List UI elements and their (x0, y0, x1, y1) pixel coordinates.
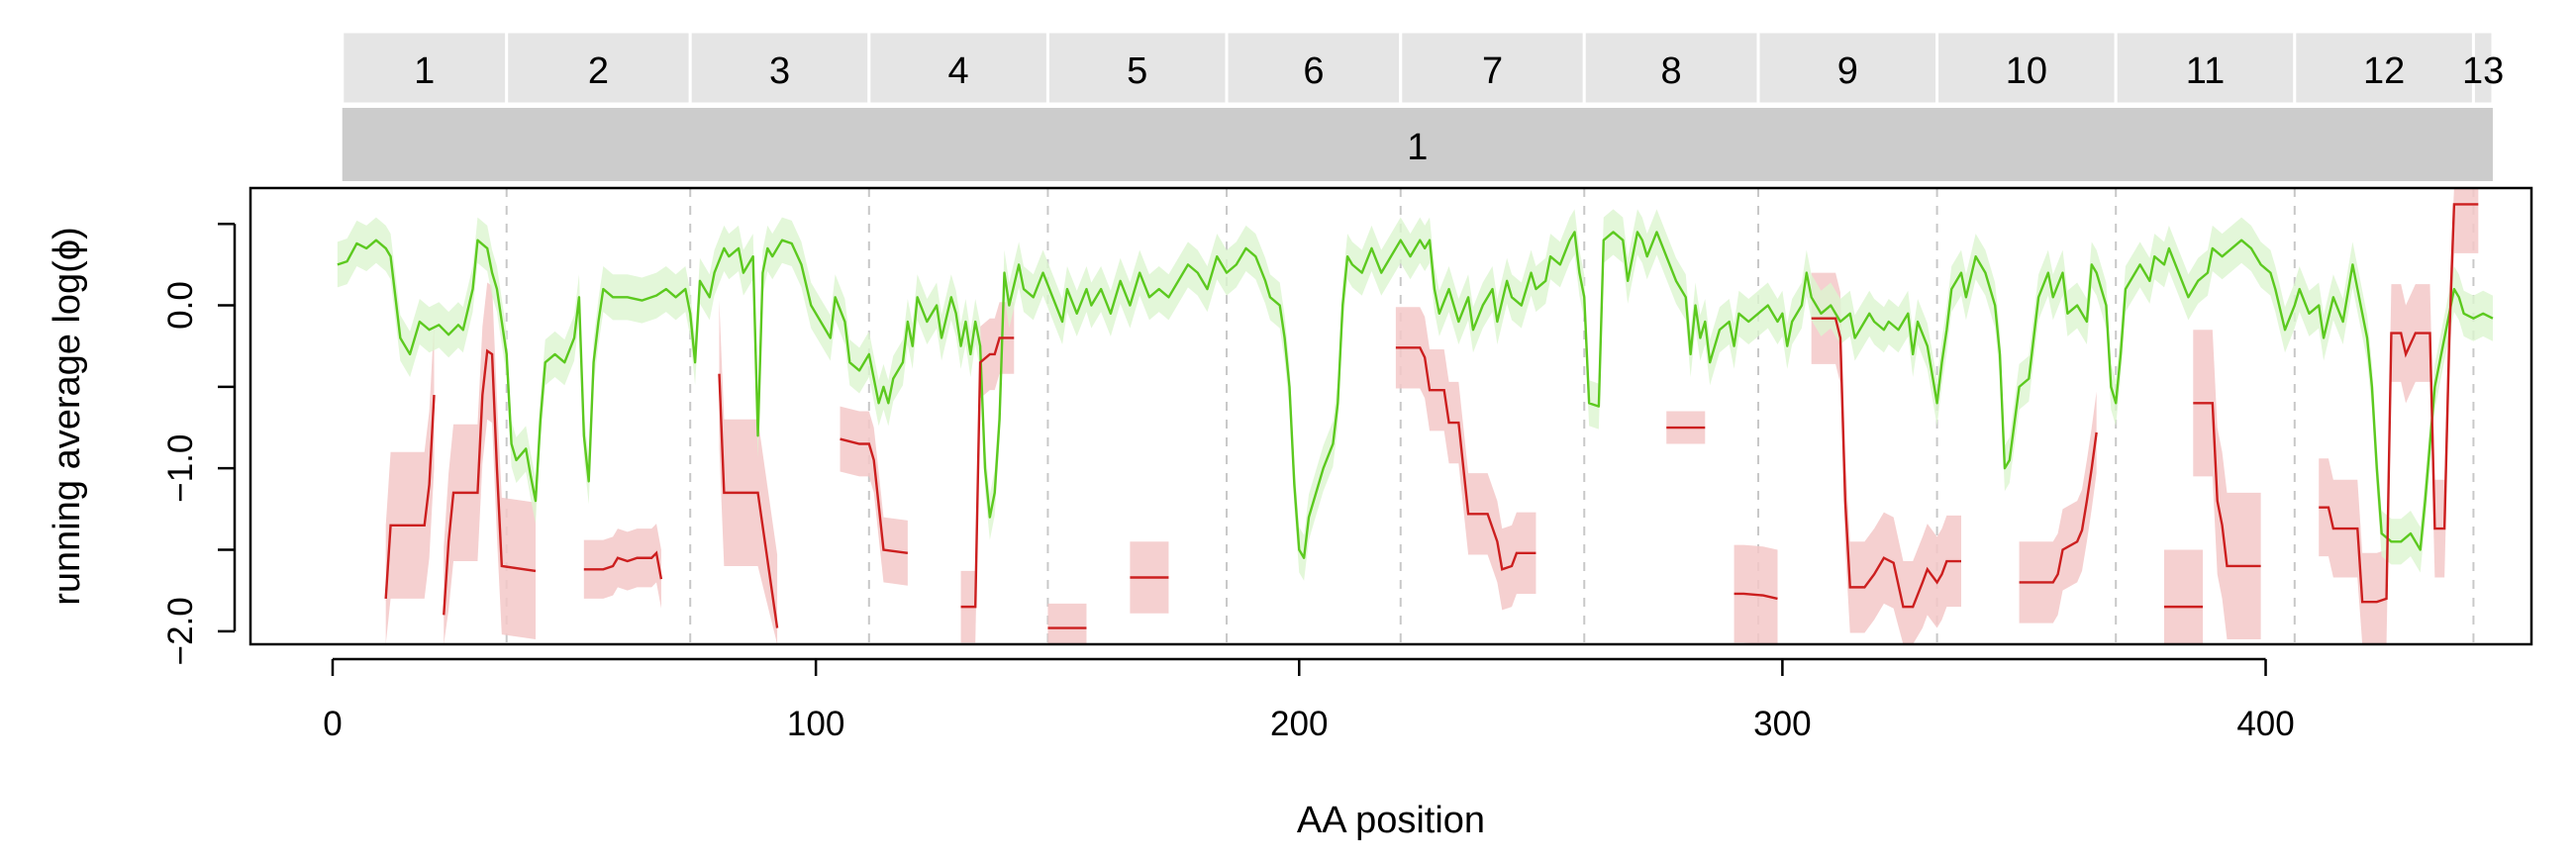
red-band-segment (1047, 603, 1087, 644)
red-band-segment (960, 302, 1015, 643)
y-axis: 0.0 −1.0 −2.0 (161, 222, 237, 665)
green-line (337, 231, 2494, 559)
x-axis: 0 100 200 300 400 (323, 657, 2295, 743)
red-line-segment (2019, 432, 2098, 584)
strip-label-7: 7 (1482, 50, 1503, 92)
red-line-segment (1734, 592, 1778, 601)
y-tick-label: −2.0 (161, 597, 200, 665)
y-axis-title: running average log(ϕ) (47, 227, 88, 606)
red-band-segment (2019, 391, 2097, 623)
strip-label-9: 9 (1837, 50, 1858, 92)
strip-cell-13 (2471, 30, 2495, 106)
strip-label-bottom: 1 (1407, 127, 1428, 168)
strip-cell-2 (505, 30, 692, 106)
red-band-segment (444, 282, 536, 644)
red-line-segment (960, 336, 1015, 609)
green-band (337, 209, 2493, 581)
strip-label-5: 5 (1127, 50, 1147, 92)
strip-label-12: 12 (2363, 50, 2405, 92)
y-tick-label: 0.0 (161, 281, 200, 330)
red-band-segment (2319, 188, 2479, 644)
red-line-segment (1811, 317, 1961, 609)
red-band-segment (2193, 330, 2261, 640)
red-band-segment (2164, 549, 2204, 644)
y-tick-label: −1.0 (161, 434, 200, 503)
x-tick-label: 100 (787, 705, 844, 743)
x-tick-label: 400 (2236, 705, 2294, 743)
strip-cell-1 (341, 30, 509, 106)
strip-label-13: 13 (2462, 50, 2504, 92)
x-axis-title: AA position (1297, 800, 1485, 841)
red-line-segment (840, 437, 909, 554)
x-tick-label: 200 (1270, 705, 1328, 743)
strip-cell-9 (1756, 30, 1939, 106)
strip-cell-7 (1399, 30, 1586, 106)
x-tick-label: 300 (1753, 705, 1811, 743)
facet-strip-top: 1 2 3 4 5 6 7 8 9 10 11 12 13 (341, 30, 2504, 106)
strip-label-10: 10 (2006, 50, 2047, 92)
strip-label-3: 3 (769, 50, 790, 92)
red-line-segment (2193, 402, 2261, 568)
red-line-segment (718, 373, 779, 628)
red-line-segment (2319, 203, 2479, 604)
strip-label-2: 2 (588, 50, 609, 92)
strip-label-4: 4 (948, 50, 969, 92)
red-line-segment (443, 348, 537, 616)
red-line-segment (1395, 346, 1536, 571)
strip-label-1: 1 (414, 50, 435, 92)
red-band-segment (583, 524, 661, 609)
strip-cell-6 (1225, 30, 1403, 106)
red-line-segment (583, 550, 663, 580)
strip-label-11: 11 (2186, 50, 2225, 92)
strip-cell-8 (1582, 30, 1760, 106)
red-line-segment (384, 395, 436, 599)
strip-cell-10 (1935, 30, 2118, 106)
red-band-segment (1395, 307, 1536, 611)
red-band-segment (385, 322, 435, 644)
strip-label-8: 8 (1661, 50, 1682, 92)
strip-cell-12 (2293, 30, 2475, 106)
strip-cell-bottom (342, 108, 2493, 181)
green-band-group (337, 209, 2493, 581)
x-tick-label: 0 (323, 705, 342, 743)
green-line-group (337, 231, 2494, 559)
strip-label-6: 6 (1303, 50, 1324, 92)
red-lines (384, 203, 2479, 629)
strip-cell-3 (688, 30, 871, 106)
red-band-segment (840, 406, 908, 586)
plot-frame (248, 186, 2533, 646)
facet-strip-bottom: 1 (342, 108, 2493, 181)
red-band-segment (719, 300, 778, 644)
strip-cell-5 (1045, 30, 1229, 106)
